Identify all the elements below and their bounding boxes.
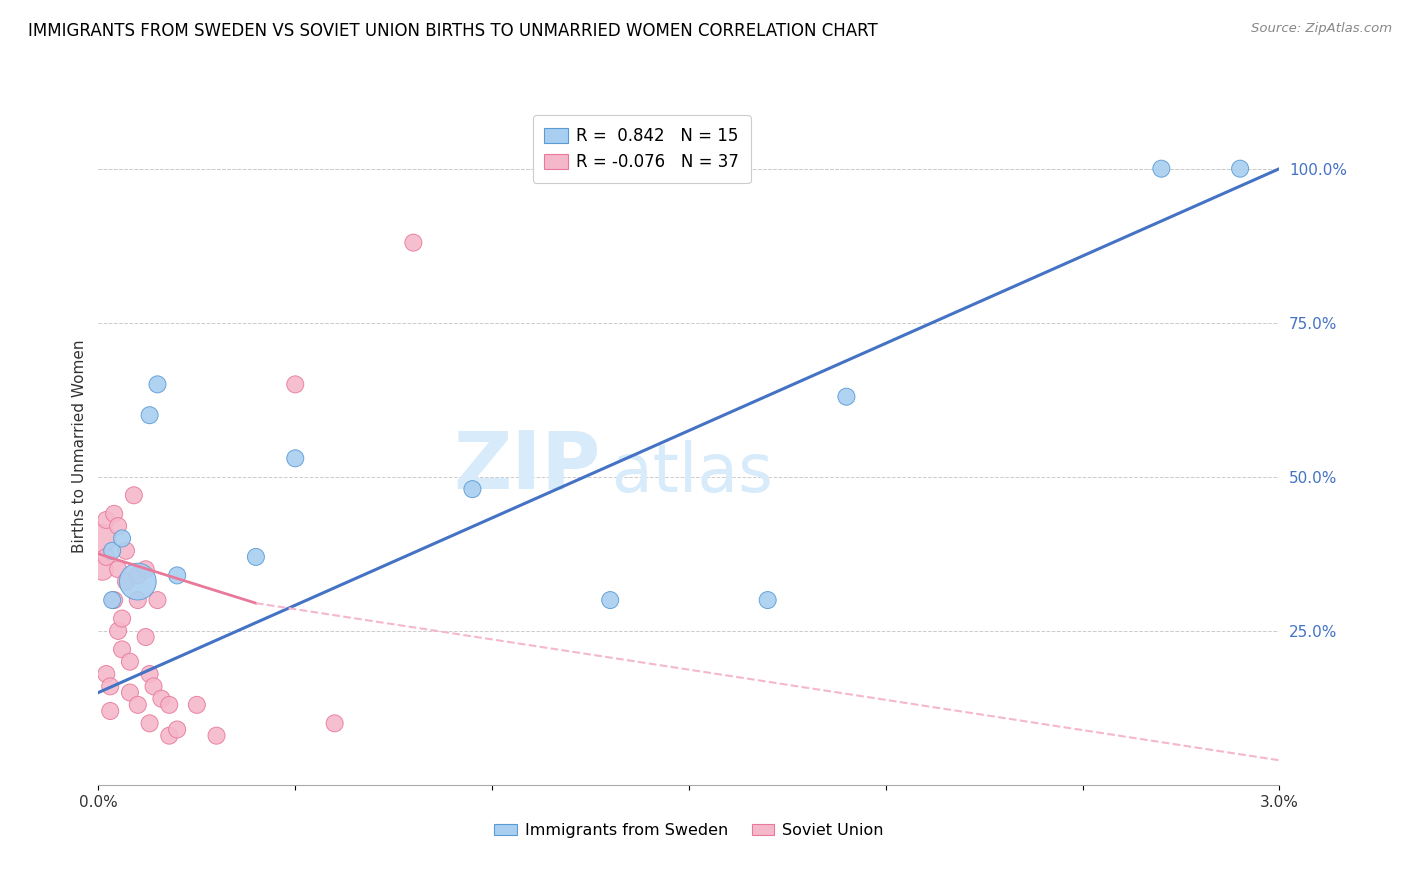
Legend: Immigrants from Sweden, Soviet Union: Immigrants from Sweden, Soviet Union <box>488 817 890 845</box>
Point <box>157 698 180 712</box>
Point <box>166 723 188 737</box>
Text: Source: ZipAtlas.com: Source: ZipAtlas.com <box>1251 22 1392 36</box>
Text: ZIP: ZIP <box>453 427 600 506</box>
Y-axis label: Births to Unmarried Women: Births to Unmarried Women <box>72 339 87 553</box>
Point <box>1229 161 1251 176</box>
Point <box>103 593 125 607</box>
Point <box>323 716 346 731</box>
Point <box>101 593 124 607</box>
Point <box>1150 161 1173 176</box>
Point <box>115 543 138 558</box>
Point <box>98 679 121 693</box>
Point <box>245 549 267 564</box>
Point <box>111 611 134 625</box>
Point <box>599 593 621 607</box>
Point <box>118 685 141 699</box>
Text: atlas: atlas <box>612 440 773 506</box>
Point <box>118 655 141 669</box>
Point <box>402 235 425 250</box>
Point <box>461 482 484 496</box>
Point <box>91 532 114 546</box>
Point <box>96 667 118 681</box>
Point <box>122 488 145 502</box>
Point <box>150 691 173 706</box>
Point <box>166 568 188 582</box>
Point <box>284 451 307 466</box>
Point <box>138 716 160 731</box>
Point <box>135 630 157 644</box>
Point <box>101 543 124 558</box>
Point <box>111 532 134 546</box>
Point <box>103 507 125 521</box>
Point <box>107 624 129 638</box>
Text: IMMIGRANTS FROM SWEDEN VS SOVIET UNION BIRTHS TO UNMARRIED WOMEN CORRELATION CHA: IMMIGRANTS FROM SWEDEN VS SOVIET UNION B… <box>28 22 877 40</box>
Point <box>756 593 779 607</box>
Point <box>98 704 121 718</box>
Point <box>835 390 858 404</box>
Point <box>138 667 160 681</box>
Point <box>138 408 160 422</box>
Point <box>107 562 129 576</box>
Point <box>96 513 118 527</box>
Point <box>127 593 149 607</box>
Point <box>142 679 165 693</box>
Point <box>284 377 307 392</box>
Point <box>96 549 118 564</box>
Point <box>115 574 138 589</box>
Point <box>146 593 169 607</box>
Point <box>146 377 169 392</box>
Point <box>91 562 114 576</box>
Point <box>111 642 134 657</box>
Point <box>127 698 149 712</box>
Point <box>127 568 149 582</box>
Point <box>135 562 157 576</box>
Point <box>205 729 228 743</box>
Point <box>186 698 208 712</box>
Point <box>157 729 180 743</box>
Point <box>127 574 149 589</box>
Point <box>107 519 129 533</box>
